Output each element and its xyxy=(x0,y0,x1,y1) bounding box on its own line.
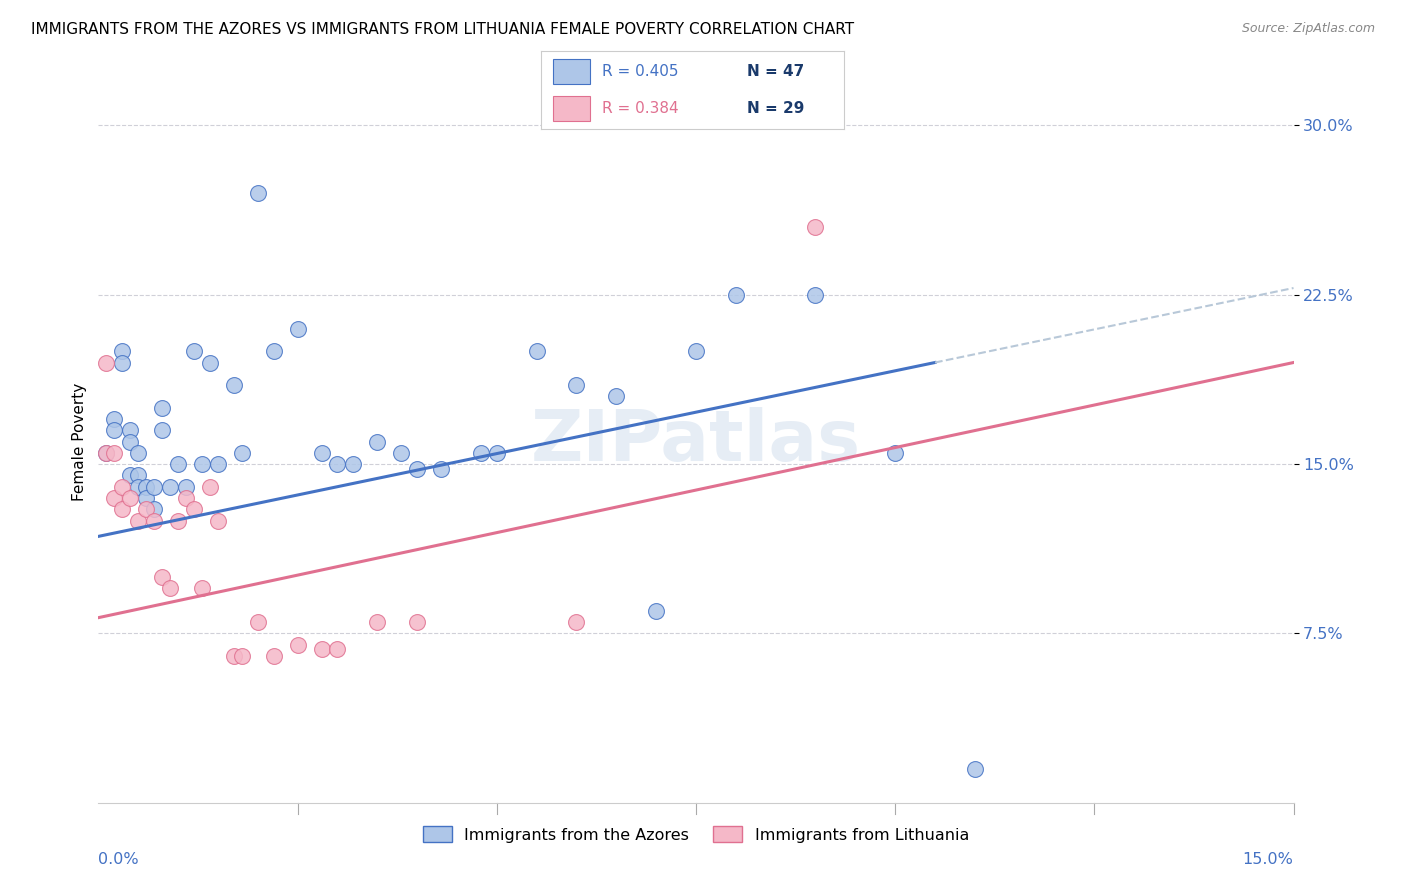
Point xyxy=(246,186,269,201)
Point xyxy=(406,461,429,475)
Point xyxy=(150,423,173,437)
Point xyxy=(143,480,166,494)
Point xyxy=(198,355,221,369)
Point xyxy=(159,582,181,596)
Y-axis label: Female Poverty: Female Poverty xyxy=(72,383,87,500)
Point xyxy=(103,491,125,505)
Point xyxy=(135,502,157,516)
Point xyxy=(685,344,707,359)
Point xyxy=(111,480,134,494)
Bar xyxy=(554,59,589,84)
Point xyxy=(565,615,588,630)
Point xyxy=(963,762,986,776)
Point xyxy=(120,423,142,437)
Text: ZIPatlas: ZIPatlas xyxy=(531,407,860,476)
Point xyxy=(167,514,190,528)
Point xyxy=(183,344,205,359)
Text: Source: ZipAtlas.com: Source: ZipAtlas.com xyxy=(1241,22,1375,36)
Text: R = 0.384: R = 0.384 xyxy=(602,102,678,117)
Point xyxy=(111,355,134,369)
Point xyxy=(135,480,157,494)
Text: 15.0%: 15.0% xyxy=(1243,853,1294,868)
Point xyxy=(120,468,142,483)
Point xyxy=(207,457,229,471)
Point xyxy=(198,480,221,494)
Text: N = 47: N = 47 xyxy=(747,63,804,78)
Point xyxy=(565,378,588,392)
Text: 0.0%: 0.0% xyxy=(98,853,139,868)
Point xyxy=(111,344,134,359)
Point xyxy=(96,446,118,460)
Point xyxy=(174,491,197,505)
Point xyxy=(111,502,134,516)
Point xyxy=(222,648,245,663)
Point xyxy=(470,446,492,460)
Point xyxy=(207,514,229,528)
Point xyxy=(263,344,285,359)
Point xyxy=(135,491,157,505)
Point xyxy=(724,287,747,301)
Point xyxy=(143,514,166,528)
Point xyxy=(287,638,309,652)
Point xyxy=(222,378,245,392)
Point xyxy=(150,401,173,415)
Point xyxy=(605,389,627,403)
Point xyxy=(127,446,149,460)
Point xyxy=(127,468,149,483)
Point xyxy=(263,648,285,663)
Point xyxy=(191,582,214,596)
Point xyxy=(804,287,827,301)
Point xyxy=(485,446,508,460)
Point xyxy=(174,480,197,494)
Point xyxy=(342,457,364,471)
Point xyxy=(804,220,827,235)
Point xyxy=(884,446,907,460)
Point xyxy=(127,480,149,494)
Point xyxy=(231,648,253,663)
Point xyxy=(120,491,142,505)
Text: R = 0.405: R = 0.405 xyxy=(602,63,678,78)
Point xyxy=(143,502,166,516)
Point xyxy=(366,615,388,630)
Point xyxy=(191,457,214,471)
Text: N = 29: N = 29 xyxy=(747,102,804,117)
Point xyxy=(246,615,269,630)
Point xyxy=(103,412,125,426)
Point xyxy=(96,446,118,460)
Point xyxy=(311,642,333,657)
Point xyxy=(326,642,349,657)
Text: IMMIGRANTS FROM THE AZORES VS IMMIGRANTS FROM LITHUANIA FEMALE POVERTY CORRELATI: IMMIGRANTS FROM THE AZORES VS IMMIGRANTS… xyxy=(31,22,853,37)
Point xyxy=(287,321,309,335)
Point xyxy=(96,355,118,369)
Point xyxy=(645,604,668,618)
Point xyxy=(183,502,205,516)
Point xyxy=(103,446,125,460)
Point xyxy=(430,461,453,475)
Point xyxy=(120,434,142,449)
Point xyxy=(326,457,349,471)
Point xyxy=(311,446,333,460)
Point xyxy=(406,615,429,630)
Bar xyxy=(554,96,589,121)
Point xyxy=(526,344,548,359)
Point xyxy=(167,457,190,471)
Point xyxy=(159,480,181,494)
Point xyxy=(103,423,125,437)
Point xyxy=(366,434,388,449)
Point xyxy=(389,446,412,460)
Point xyxy=(231,446,253,460)
Point xyxy=(150,570,173,584)
Legend: Immigrants from the Azores, Immigrants from Lithuania: Immigrants from the Azores, Immigrants f… xyxy=(416,820,976,849)
Point xyxy=(127,514,149,528)
